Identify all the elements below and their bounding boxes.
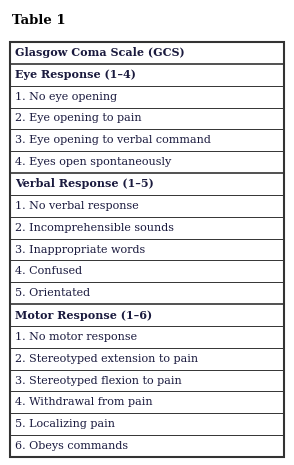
Text: 2. Eye opening to pain: 2. Eye opening to pain bbox=[15, 113, 142, 123]
Text: 3. Stereotyped flexion to pain: 3. Stereotyped flexion to pain bbox=[15, 376, 182, 385]
Text: 4. Confused: 4. Confused bbox=[15, 266, 82, 276]
Bar bbox=[10, 42, 284, 457]
Text: 1. No motor response: 1. No motor response bbox=[15, 332, 137, 342]
Text: 5. Orientated: 5. Orientated bbox=[15, 288, 90, 298]
Text: Table 1: Table 1 bbox=[12, 14, 66, 27]
Text: 3. Eye opening to verbal command: 3. Eye opening to verbal command bbox=[15, 135, 211, 145]
Text: 5. Localizing pain: 5. Localizing pain bbox=[15, 419, 115, 429]
Text: Eye Response (1–4): Eye Response (1–4) bbox=[15, 69, 136, 80]
Text: Glasgow Coma Scale (GCS): Glasgow Coma Scale (GCS) bbox=[15, 47, 185, 59]
Text: Motor Response (1–6): Motor Response (1–6) bbox=[15, 310, 152, 320]
Text: 1. No eye opening: 1. No eye opening bbox=[15, 92, 117, 102]
Text: 3. Inappropriate words: 3. Inappropriate words bbox=[15, 245, 145, 254]
Text: 4. Withdrawal from pain: 4. Withdrawal from pain bbox=[15, 398, 153, 407]
Text: 2. Incomprehensible sounds: 2. Incomprehensible sounds bbox=[15, 223, 174, 232]
Text: Verbal Response (1–5): Verbal Response (1–5) bbox=[15, 179, 154, 189]
Text: 2. Stereotyped extension to pain: 2. Stereotyped extension to pain bbox=[15, 354, 198, 364]
Text: 1. No verbal response: 1. No verbal response bbox=[15, 201, 139, 211]
Text: 4. Eyes open spontaneously: 4. Eyes open spontaneously bbox=[15, 157, 171, 167]
Text: 6. Obeys commands: 6. Obeys commands bbox=[15, 441, 128, 451]
